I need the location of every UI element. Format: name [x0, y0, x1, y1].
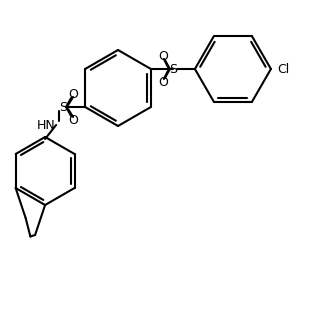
- Text: Cl: Cl: [277, 62, 289, 76]
- Text: O: O: [158, 76, 168, 89]
- Text: S: S: [59, 100, 67, 114]
- Text: S: S: [169, 62, 177, 76]
- Text: O: O: [158, 50, 168, 62]
- Text: O: O: [68, 114, 78, 126]
- Text: O: O: [68, 87, 78, 100]
- Text: HN: HN: [36, 118, 55, 132]
